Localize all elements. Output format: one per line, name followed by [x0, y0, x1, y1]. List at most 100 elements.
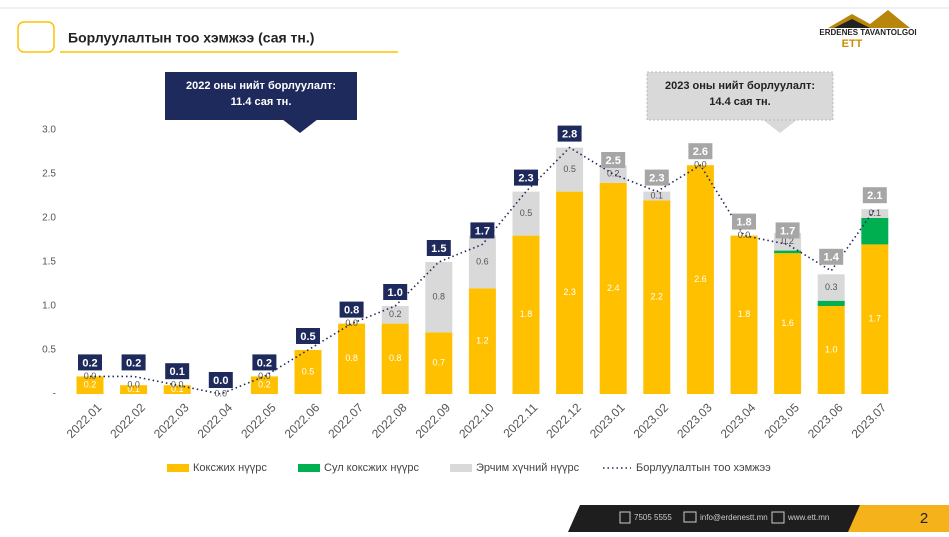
bar-segment — [730, 235, 758, 394]
bar-segment — [643, 191, 671, 201]
segment-label: 0.0 — [171, 380, 184, 390]
logo: ERDENES TAVANTOLGOI ETT — [819, 10, 917, 50]
segment-label: 1.8 — [738, 309, 751, 319]
footer-bar — [568, 505, 860, 532]
total-label: 0.1 — [170, 366, 185, 378]
segment-label: 0.8 — [433, 292, 446, 302]
total-label: 2.1 — [867, 190, 882, 202]
total-line — [90, 146, 876, 395]
total-label-box — [78, 354, 102, 371]
bar-segment — [338, 323, 366, 394]
segment-label: 0.0 — [345, 318, 358, 328]
y-tick-label: - — [53, 389, 56, 400]
segment-label: 0.1 — [869, 208, 882, 218]
bar-segment — [599, 165, 627, 183]
total-label: 2.3 — [649, 173, 664, 185]
bar-segment — [250, 376, 278, 394]
total-label-box — [557, 125, 582, 142]
segment-label: 0.2 — [258, 380, 271, 390]
legend-swatch — [298, 464, 320, 472]
x-tick-label: 2022.10 — [456, 400, 497, 441]
total-label-box — [775, 222, 800, 239]
segment-label: 0.2 — [389, 309, 402, 319]
legend-label: Коксжих нүүрс — [193, 462, 267, 474]
callout-text: 2022 оны нийт борлуулалт: — [186, 80, 336, 92]
x-tick-label: 2023.01 — [587, 400, 628, 441]
bar-segment — [774, 253, 802, 394]
x-tick-label: 2022.04 — [195, 400, 236, 441]
bar-segment — [425, 262, 453, 333]
x-tick-label: 2022.01 — [64, 400, 105, 441]
bar-segment — [468, 288, 496, 394]
bar-segment — [294, 350, 322, 394]
segment-label: 2.2 — [651, 292, 664, 302]
total-label: 2.5 — [606, 155, 621, 167]
segment-label: 0.2 — [607, 168, 620, 178]
segment-label: 0.0 — [215, 388, 228, 398]
bar-segment — [861, 209, 889, 218]
segment-label: 0.7 — [433, 358, 446, 368]
x-tick-label: 2022.03 — [151, 400, 192, 441]
bar-segment — [774, 250, 802, 254]
total-label: 1.4 — [824, 252, 840, 264]
bar-segment — [817, 306, 845, 394]
callout-text: 11.4 сая тн. — [231, 96, 292, 108]
total-label-box — [644, 169, 669, 186]
slide-title: Борлуулалтын тоо хэмжээ (сая тн.) — [68, 30, 314, 46]
bar-segment — [817, 300, 845, 306]
total-label-box — [470, 222, 495, 239]
total-label: 0.2 — [257, 357, 272, 369]
y-tick-label: 2.0 — [42, 213, 56, 224]
bar-segment — [512, 191, 540, 236]
total-label-box — [296, 328, 320, 344]
total-label: 0.2 — [126, 357, 141, 369]
x-tick-label: 2023.07 — [849, 400, 890, 441]
y-tick-label: 3.0 — [42, 125, 56, 136]
total-label: 2.3 — [518, 173, 533, 185]
x-tick-label: 2023.04 — [718, 400, 759, 441]
footer-email: info@erdenestt.mn — [700, 513, 768, 522]
bar-segment — [381, 306, 409, 324]
x-tick-label: 2022.12 — [543, 400, 584, 441]
total-label: 0.5 — [300, 331, 315, 343]
y-tick-label: 1.5 — [42, 257, 56, 268]
segment-label: 0.5 — [302, 366, 315, 376]
segment-label: 0.0 — [258, 371, 271, 381]
x-tick-label: 2022.06 — [282, 400, 323, 441]
segment-label: 0.0 — [738, 230, 751, 240]
total-label: 0.8 — [344, 305, 359, 317]
segment-label: 0.1 — [651, 190, 664, 200]
bar-segment — [817, 274, 845, 301]
segment-label: 0.8 — [345, 353, 358, 363]
segment-label: 2.4 — [607, 283, 620, 293]
callout-text: 14.4 сая тн. — [709, 96, 770, 108]
total-label-box — [732, 213, 756, 230]
total-label: 1.7 — [780, 225, 795, 237]
segment-label: 0.5 — [563, 164, 576, 174]
total-label: 0.2 — [82, 357, 97, 369]
bar-segment — [163, 385, 191, 394]
total-label-box — [819, 248, 844, 265]
web-icon — [771, 511, 785, 524]
callout-box — [646, 71, 834, 121]
segment-label: 0.6 — [476, 256, 489, 266]
total-label-box — [426, 240, 451, 256]
segment-label: 1.7 — [869, 314, 882, 324]
total-label: 1.7 — [475, 225, 490, 237]
y-tick-label: 1.0 — [42, 301, 56, 312]
bar-segment — [599, 182, 627, 394]
segment-label: 0.8 — [389, 353, 402, 363]
bar-segment — [686, 165, 714, 394]
total-label-box — [252, 354, 277, 371]
legend-label: Сул коксжих нүүрс — [324, 462, 420, 474]
segment-label: 1.8 — [520, 309, 533, 319]
x-tick-label: 2022.11 — [500, 400, 540, 440]
callout-pointer — [282, 119, 318, 133]
x-tick-label: 2022.02 — [107, 400, 148, 441]
x-tick-label: 2023.02 — [631, 400, 672, 441]
logo-abbr: ETT — [842, 38, 863, 50]
segment-label: 0.2 — [781, 236, 794, 246]
footer: 7505 5555 info@erdenestt.mn www.ett.mn 2 — [568, 505, 949, 532]
total-label: 0.0 — [213, 375, 228, 387]
x-tick-label: 2022.07 — [325, 400, 366, 441]
